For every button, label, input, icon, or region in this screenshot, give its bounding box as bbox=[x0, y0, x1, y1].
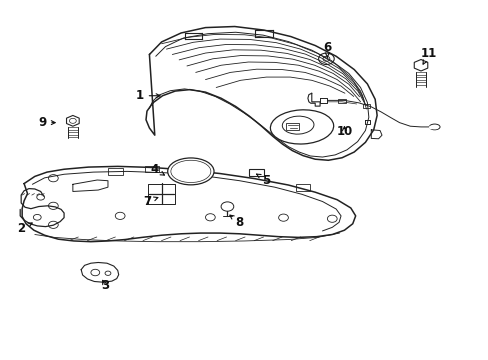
Text: 2: 2 bbox=[17, 222, 32, 235]
Circle shape bbox=[221, 202, 233, 211]
Ellipse shape bbox=[167, 158, 214, 185]
FancyBboxPatch shape bbox=[362, 104, 369, 108]
Polygon shape bbox=[66, 116, 79, 126]
FancyBboxPatch shape bbox=[249, 169, 264, 176]
Text: 6: 6 bbox=[323, 41, 331, 57]
Text: 7: 7 bbox=[142, 195, 158, 208]
Text: 3: 3 bbox=[102, 279, 109, 292]
Text: 11: 11 bbox=[420, 47, 436, 64]
FancyBboxPatch shape bbox=[337, 99, 345, 103]
Polygon shape bbox=[413, 59, 427, 71]
Ellipse shape bbox=[270, 110, 333, 144]
Text: 5: 5 bbox=[256, 174, 270, 186]
Circle shape bbox=[318, 53, 333, 64]
Text: 8: 8 bbox=[229, 215, 243, 229]
Text: 4: 4 bbox=[150, 163, 164, 176]
Ellipse shape bbox=[428, 124, 439, 130]
Text: 1: 1 bbox=[135, 89, 160, 102]
Text: 10: 10 bbox=[336, 125, 352, 138]
Text: 9: 9 bbox=[38, 116, 55, 129]
